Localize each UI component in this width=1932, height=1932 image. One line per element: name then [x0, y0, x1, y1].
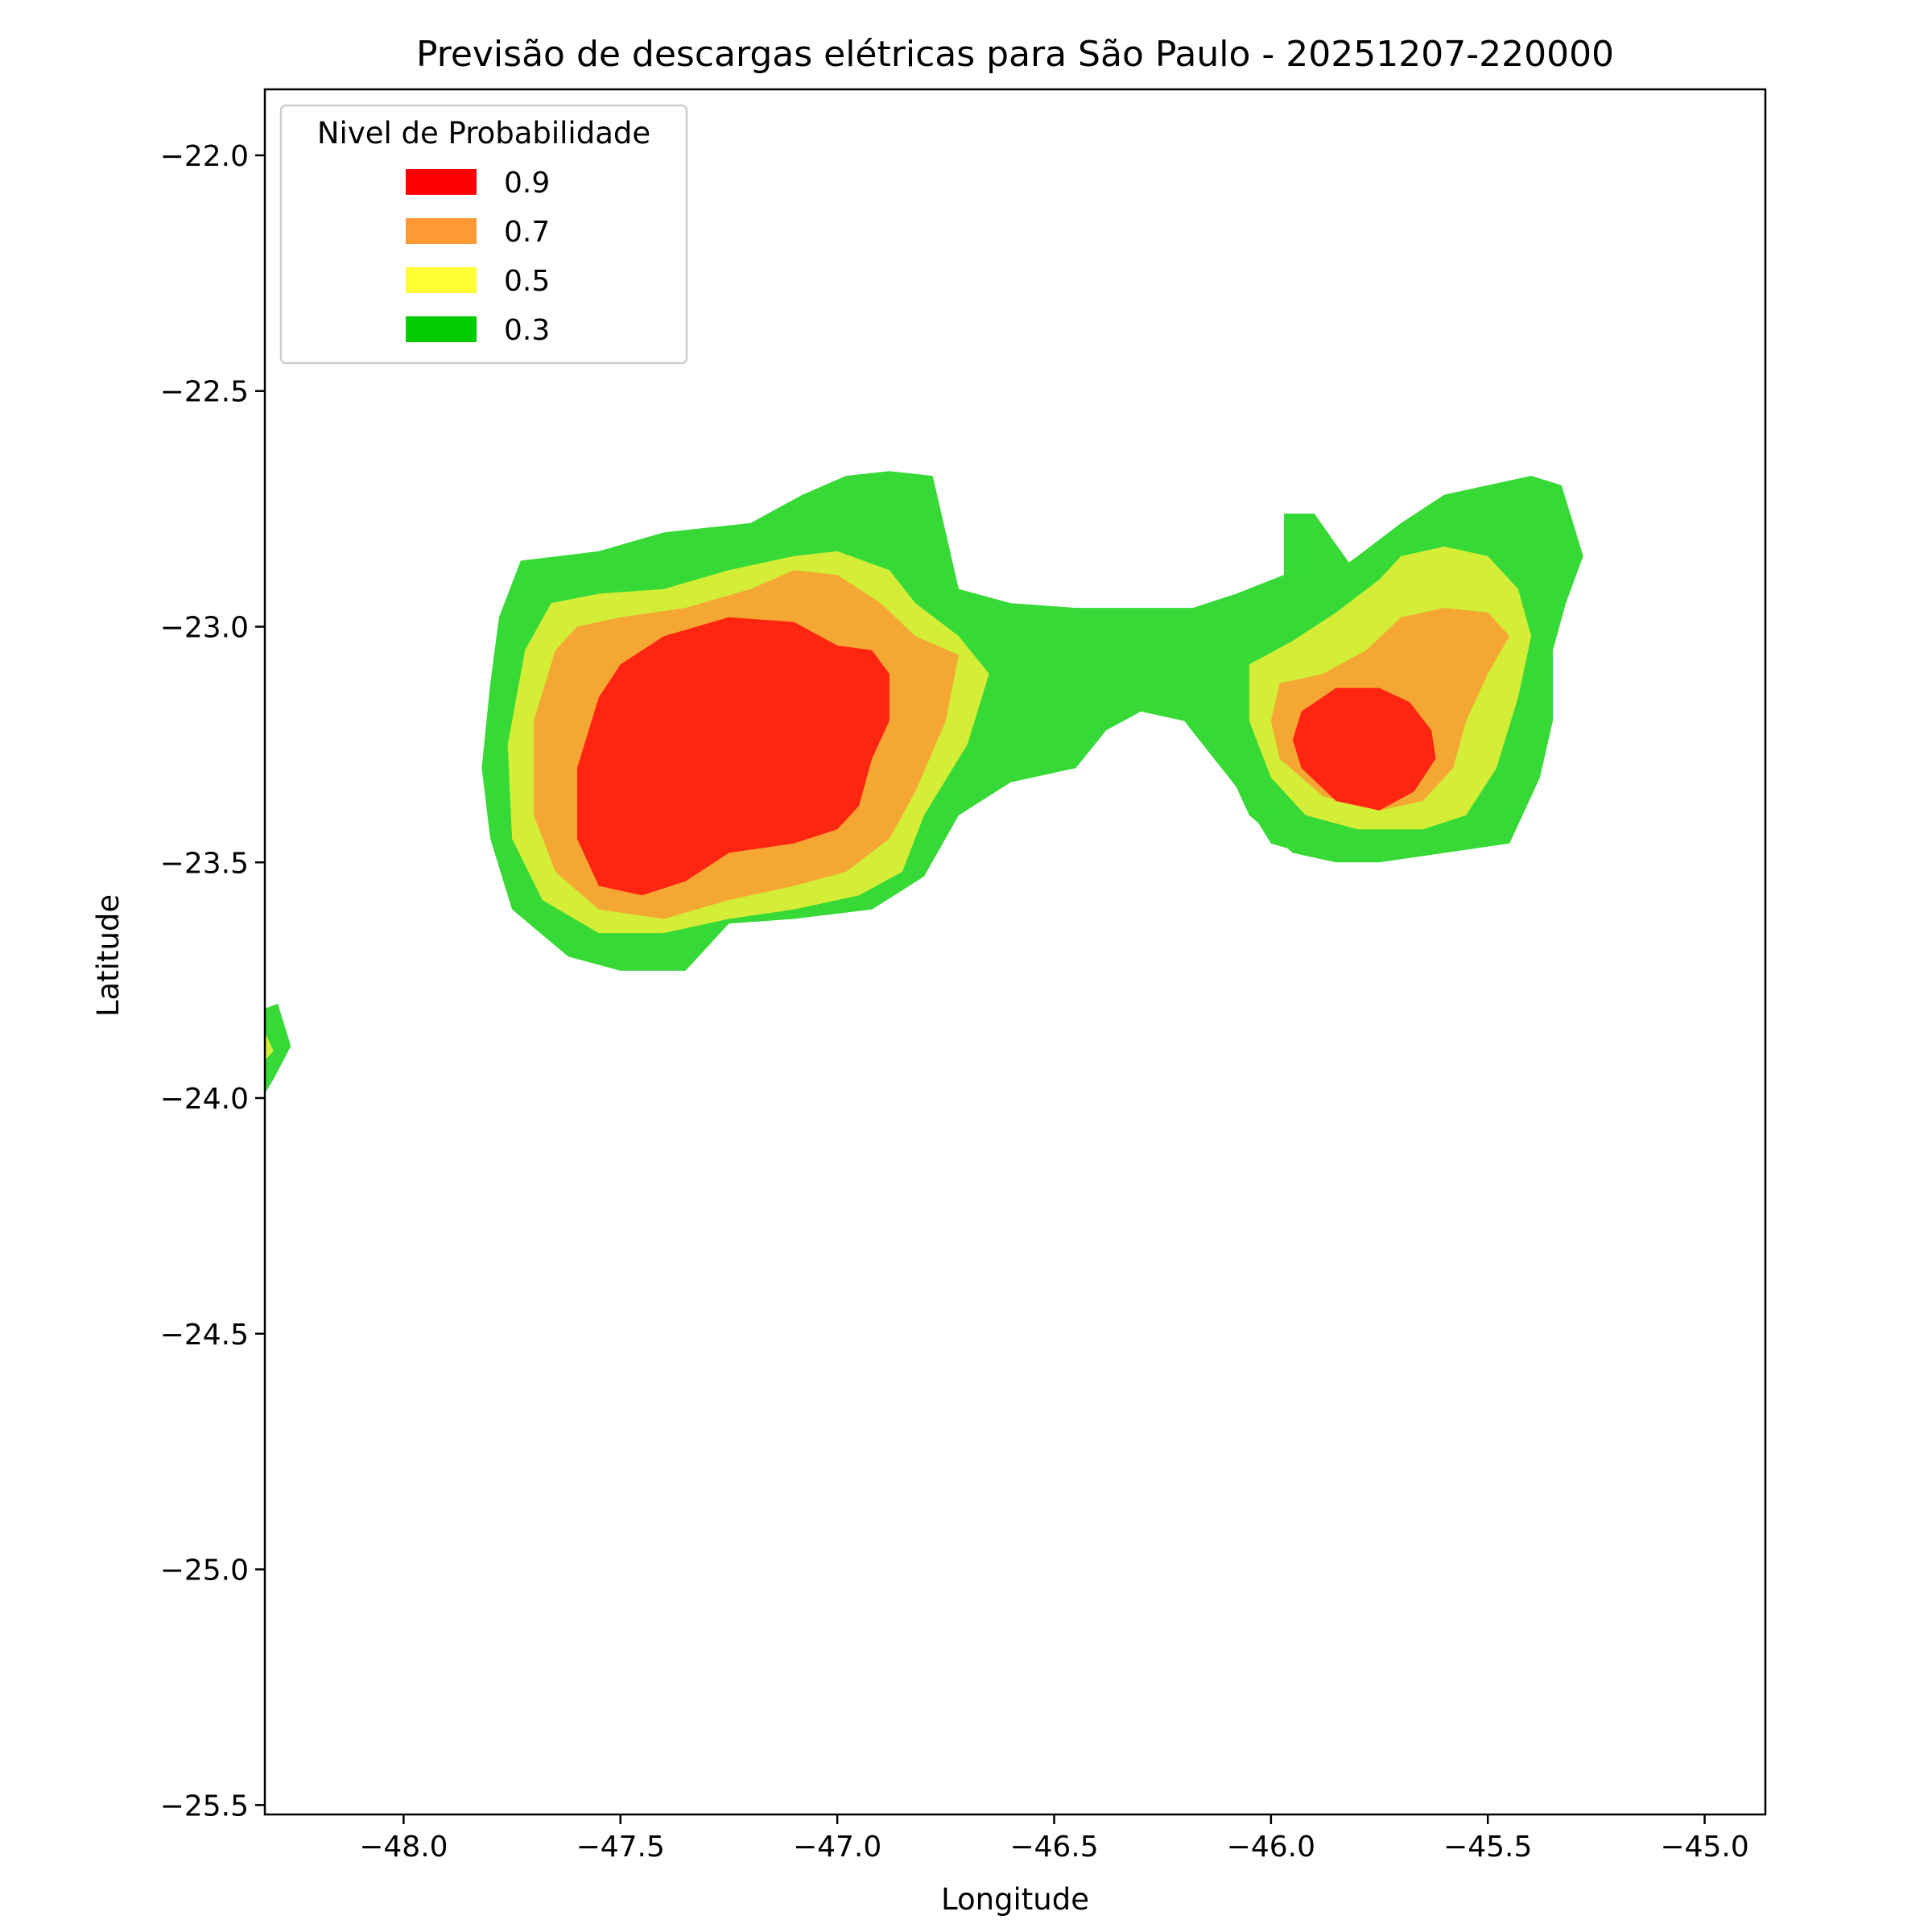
y-tick-label: −25.0	[160, 1554, 249, 1587]
contour-level-0-5	[265, 1032, 274, 1061]
y-tick-label: −24.5	[160, 1319, 249, 1352]
legend-label: 0.9	[504, 167, 550, 200]
legend-swatch	[406, 218, 477, 244]
contour-level-0-9	[576, 617, 890, 896]
x-tick-label: −47.5	[576, 1831, 665, 1864]
plot-frame	[263, 88, 1767, 1816]
x-axis: −48.0 −47.5 −47.0 −46.5 −46.0 −45.5 −45.0	[359, 1814, 1749, 1864]
region-edge-blob	[265, 1003, 291, 1094]
legend-entries: 0.9 0.7 0.5 0.3	[406, 167, 550, 347]
y-axis: −22.0 −22.5 −23.0 −23.5 −24.0 −24.5 −25.0 −25.5	[160, 140, 265, 1823]
contour-regions	[265, 471, 1583, 1094]
region-east-cluster	[1192, 476, 1583, 863]
legend-label: 0.7	[504, 216, 550, 249]
legend-swatch	[406, 267, 477, 293]
legend-label: 0.5	[504, 265, 550, 298]
chart-title: Previsão de descargas elétricas para São…	[416, 34, 1614, 75]
legend-label: 0.3	[504, 314, 550, 347]
x-tick-label: −46.0	[1227, 1831, 1315, 1864]
legend-swatch	[406, 316, 477, 342]
x-tick-label: −45.5	[1443, 1831, 1532, 1864]
y-axis-title: Latitude	[91, 894, 126, 1017]
y-tick-label: −23.0	[160, 611, 249, 644]
legend: Nivel de Probabilidade 0.9 0.7 0.5 0.3	[279, 104, 688, 365]
x-tick-label: −48.0	[359, 1831, 448, 1864]
x-tick-label: −47.0	[793, 1831, 881, 1864]
x-tick-label: −46.5	[1009, 1831, 1098, 1864]
legend-box	[279, 104, 688, 365]
y-tick-label: −23.5	[160, 847, 249, 880]
x-axis-title: Longitude	[941, 1882, 1089, 1917]
y-tick-label: −24.0	[160, 1083, 249, 1116]
x-tick-label: −45.0	[1660, 1831, 1748, 1864]
y-tick-label: −25.5	[160, 1790, 249, 1823]
region-west-cluster	[481, 471, 1467, 971]
y-tick-label: −22.5	[160, 376, 249, 409]
contour-level-0-9	[1292, 687, 1436, 811]
y-tick-label: −22.0	[160, 140, 249, 173]
legend-title: Nivel de Probabilidade	[317, 116, 650, 151]
contour-level-0-3	[265, 1003, 291, 1094]
legend-swatch	[406, 169, 477, 195]
